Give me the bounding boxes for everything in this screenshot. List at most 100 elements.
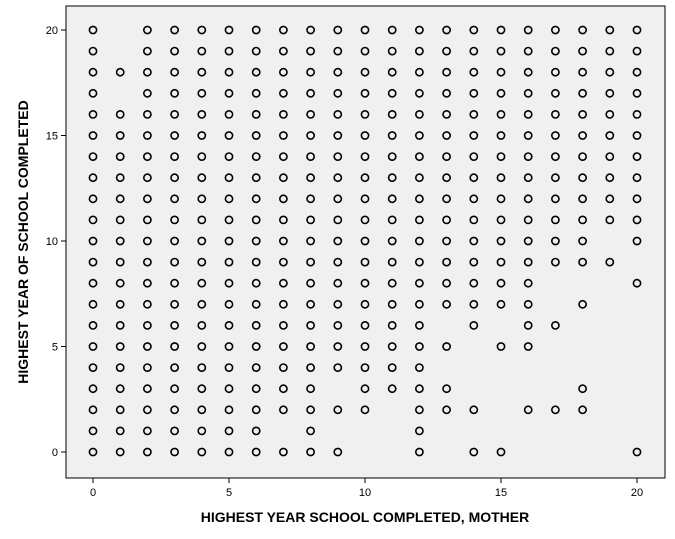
data-point <box>414 384 424 394</box>
data-point <box>170 173 179 183</box>
data-point <box>251 447 261 457</box>
data-point <box>414 88 424 98</box>
data-point <box>88 152 98 161</box>
data-point <box>578 152 587 161</box>
data-point <box>442 152 451 161</box>
data-point <box>414 299 424 309</box>
data-point <box>414 320 424 330</box>
data-point <box>88 405 98 415</box>
data-point <box>387 173 397 183</box>
data-point <box>88 194 98 204</box>
data-point <box>306 88 315 98</box>
data-point <box>251 384 261 394</box>
data-point <box>306 46 315 56</box>
data-point <box>469 152 479 161</box>
data-point <box>414 278 424 288</box>
data-point <box>306 194 315 204</box>
data-point <box>578 131 587 140</box>
data-point <box>496 278 506 288</box>
data-point <box>414 25 424 35</box>
data-point <box>170 299 179 309</box>
data-point <box>115 426 125 436</box>
data-point <box>496 257 506 267</box>
data-point <box>170 152 179 161</box>
data-point <box>496 194 506 204</box>
data-point <box>387 236 397 246</box>
data-point <box>387 110 397 119</box>
data-point <box>142 46 152 56</box>
data-point <box>551 152 560 161</box>
data-point <box>88 25 98 35</box>
data-point <box>551 257 560 267</box>
data-point <box>333 88 343 98</box>
data-point <box>224 257 234 267</box>
x-tick-label: 10 <box>359 487 371 499</box>
data-point <box>414 257 424 267</box>
data-point <box>306 173 315 183</box>
data-point <box>170 257 179 267</box>
data-point <box>578 173 587 183</box>
data-point <box>469 25 479 35</box>
data-point <box>632 110 642 119</box>
data-point <box>278 363 288 372</box>
data-point <box>605 257 615 267</box>
data-point <box>115 384 125 394</box>
data-point <box>170 363 179 372</box>
data-point <box>224 278 234 288</box>
data-point <box>360 236 370 246</box>
data-point <box>387 46 397 56</box>
data-point <box>387 67 397 77</box>
data-point <box>632 194 642 204</box>
data-point <box>360 405 370 415</box>
data-point <box>224 236 234 246</box>
data-point <box>360 320 370 330</box>
data-point <box>442 257 451 267</box>
data-point <box>469 257 479 267</box>
data-point <box>224 447 234 457</box>
data-point <box>115 152 125 161</box>
data-point <box>278 46 288 56</box>
data-point <box>142 131 152 140</box>
data-point <box>360 384 370 394</box>
data-point <box>360 194 370 204</box>
data-point <box>360 152 370 161</box>
data-point <box>551 46 560 56</box>
data-point <box>88 426 98 436</box>
data-point <box>414 405 424 415</box>
data-point <box>278 67 288 77</box>
data-point <box>414 110 424 119</box>
data-point <box>469 194 479 204</box>
data-point <box>170 342 179 351</box>
data-point <box>551 110 560 119</box>
data-point <box>523 236 533 246</box>
data-point <box>142 152 152 161</box>
data-point <box>170 236 179 246</box>
data-point <box>142 88 152 98</box>
data-point <box>469 447 479 457</box>
data-point <box>142 320 152 330</box>
data-point <box>170 67 179 77</box>
data-point <box>278 25 288 35</box>
data-point <box>469 131 479 140</box>
data-point <box>306 426 315 436</box>
data-point <box>224 131 234 140</box>
data-points <box>88 25 642 457</box>
data-point <box>414 363 424 372</box>
data-point <box>578 299 587 309</box>
data-point <box>197 257 207 267</box>
data-point <box>333 25 343 35</box>
data-point <box>333 447 343 457</box>
x-tick-label: 15 <box>495 487 507 499</box>
data-point <box>224 405 234 415</box>
data-point <box>170 447 179 457</box>
y-tick-label: 20 <box>46 25 58 37</box>
data-point <box>142 363 152 372</box>
data-point <box>251 194 261 204</box>
data-point <box>387 320 397 330</box>
data-point <box>170 131 179 140</box>
data-point <box>578 46 587 56</box>
data-point <box>578 405 587 415</box>
data-point <box>414 46 424 56</box>
data-point <box>605 215 615 225</box>
data-point <box>278 88 288 98</box>
